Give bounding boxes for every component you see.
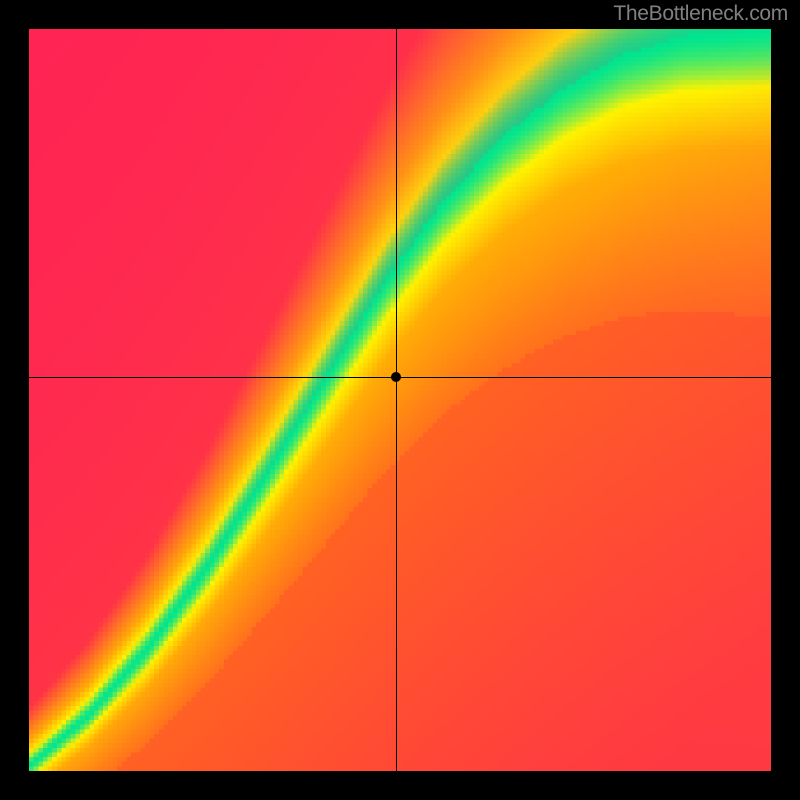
crosshair-vertical <box>396 29 397 771</box>
heatmap-canvas <box>29 29 771 771</box>
watermark-text: TheBottleneck.com <box>613 2 788 26</box>
plot-area <box>29 29 771 771</box>
marker-dot <box>391 372 401 382</box>
